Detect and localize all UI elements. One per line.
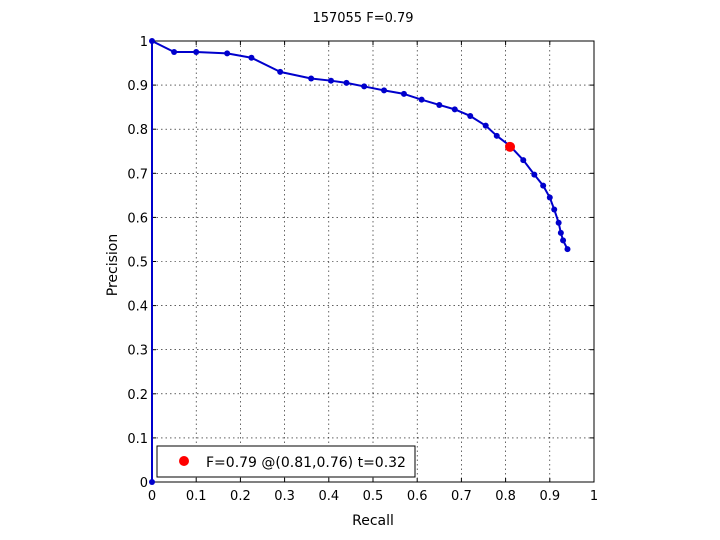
pr-curve-point [482,122,489,129]
y-tick-label: 0.7 [127,167,148,182]
x-axis-label: Recall [352,513,394,529]
best-f-point [505,141,516,152]
x-tick-label: 0 [148,489,156,504]
pr-curve-point [328,77,335,84]
pr-curve-point [400,90,407,97]
pr-curve-point [224,50,231,57]
pr-curve-point [467,112,474,119]
y-tick-label: 0.5 [127,256,148,271]
pr-curve-point [308,75,315,82]
x-tick-label: 0.5 [363,489,384,504]
legend-entry: F=0.79 @(0.81,0.76) t=0.32 [206,455,406,471]
x-tick-label: 0.2 [230,489,251,504]
x-tick-label: 0.8 [495,489,516,504]
x-tick-label: 0.6 [407,489,428,504]
pr-curve-point [531,171,538,178]
series-layer [149,38,571,485]
pr-curve-point [555,219,562,226]
pr-curve-point [277,68,284,75]
y-axis-label: Precision [105,234,121,296]
pr-curve-point [193,49,200,56]
x-tick-label: 0.4 [318,489,339,504]
pr-curve-point [551,206,558,213]
pr-curve-point [418,96,425,103]
y-tick-label: 0.8 [127,123,148,138]
pr-curve-point [149,479,155,485]
x-tick-label: 0.3 [274,489,295,504]
x-tick-label: 0.9 [539,489,560,504]
pr-curve-point [540,182,547,189]
y-tick-label: 0.9 [127,79,148,94]
pr-curve-point [361,83,368,90]
pr-curve-point [451,106,458,113]
legend-marker [179,456,189,466]
pr-curve-point [343,79,350,86]
legend: F=0.79 @(0.81,0.76) t=0.32 [156,445,416,478]
pr-curve-point [546,194,553,201]
pr-curve-point [520,157,527,164]
pr-curve-point [436,101,443,108]
pr-curve-point [248,54,255,61]
pr-curve-point [493,132,500,139]
pr-curve-point [381,87,388,94]
pr-curve-point [560,237,567,244]
y-tick-label: 0 [140,476,148,491]
x-tick-label: 0.7 [451,489,472,504]
axis-ticks: 0 0.1 0.2 0.3 0.4 0.5 0.6 0.7 0.8 0.9 1 0 0.1 0.2 0.3 0… [127,35,598,504]
y-tick-label: 0.2 [127,388,148,403]
chart-title: 157055 F=0.79 [312,11,413,26]
pr-curve-point [557,229,564,236]
x-tick-label: 0.1 [186,489,207,504]
x-tick-label: 1 [590,489,598,504]
legend-box [156,445,416,478]
y-tick-label: 0.4 [127,300,148,315]
y-tick-label: 1 [140,35,148,50]
grid-lines [152,41,594,482]
y-tick-label: 0.1 [127,432,148,447]
pr-curve-point [564,246,571,253]
y-tick-label: 0.6 [127,211,148,226]
pr-curve-point [171,49,178,56]
y-tick-label: 0.3 [127,344,148,359]
pr-curve-point [149,38,155,44]
